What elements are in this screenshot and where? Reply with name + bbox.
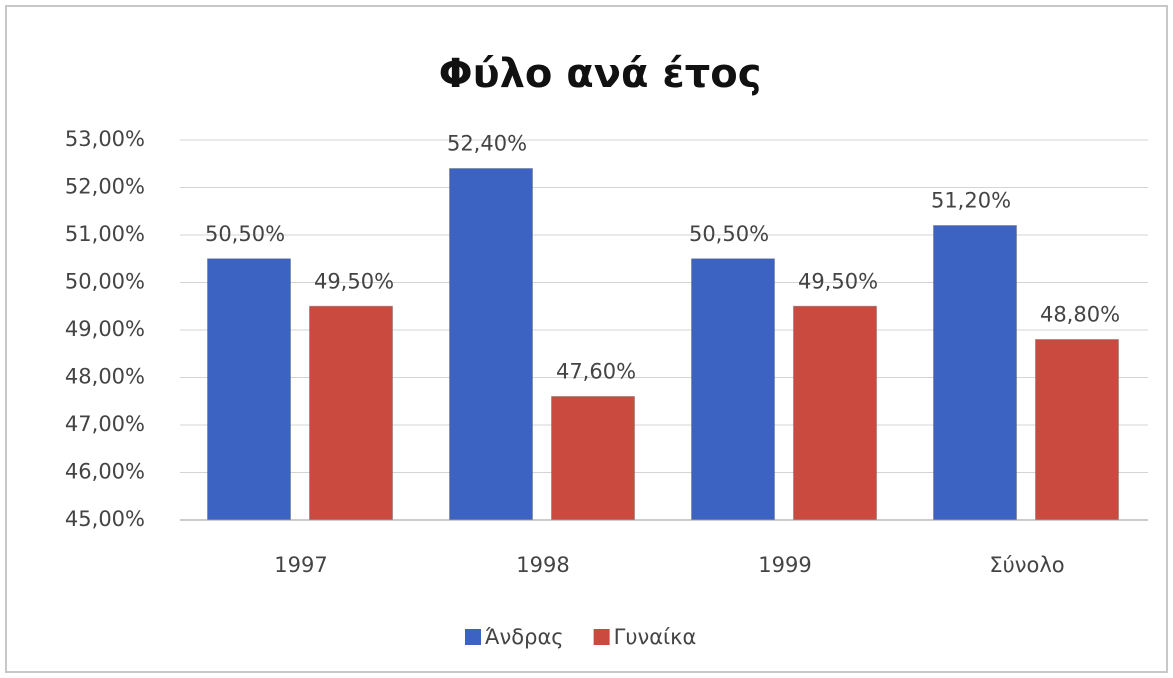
data-label: 52,40% (447, 132, 527, 156)
y-tick-label: 49,00% (65, 317, 145, 341)
bar (309, 305, 393, 521)
data-label: 49,50% (314, 269, 394, 293)
y-tick-label: 53,00% (65, 127, 145, 151)
x-tick-label: 1997 (274, 553, 327, 577)
legend-label: Άνδρας (485, 625, 564, 649)
bar (933, 225, 1017, 521)
bar (793, 305, 877, 521)
bar (449, 168, 533, 521)
chart-title: Φύλο ανά έτος (439, 51, 762, 97)
data-label: 49,50% (798, 269, 878, 293)
y-tick-label: 50,00% (65, 270, 145, 294)
y-tick-label: 52,00% (65, 175, 145, 199)
bar (1035, 339, 1119, 521)
y-tick-label: 46,00% (65, 460, 145, 484)
y-tick-label: 48,00% (65, 365, 145, 389)
x-tick-label: 1998 (516, 553, 569, 577)
y-tick-label: 45,00% (65, 507, 145, 531)
data-label: 47,60% (556, 360, 636, 384)
x-tick-label: Σύνολο (989, 553, 1064, 577)
legend-swatch (593, 629, 610, 645)
data-label: 50,50% (205, 222, 285, 246)
bar (207, 258, 291, 521)
legend-swatch (465, 629, 481, 645)
data-label: 50,50% (689, 222, 769, 246)
legend-label: Γυναίκα (614, 625, 697, 649)
bar (691, 258, 775, 521)
data-label: 51,20% (931, 189, 1011, 213)
data-label: 48,80% (1040, 303, 1120, 327)
bar (551, 396, 635, 521)
y-tick-label: 51,00% (65, 222, 145, 246)
y-tick-label: 47,00% (65, 412, 145, 436)
x-tick-label: 1999 (758, 553, 811, 577)
